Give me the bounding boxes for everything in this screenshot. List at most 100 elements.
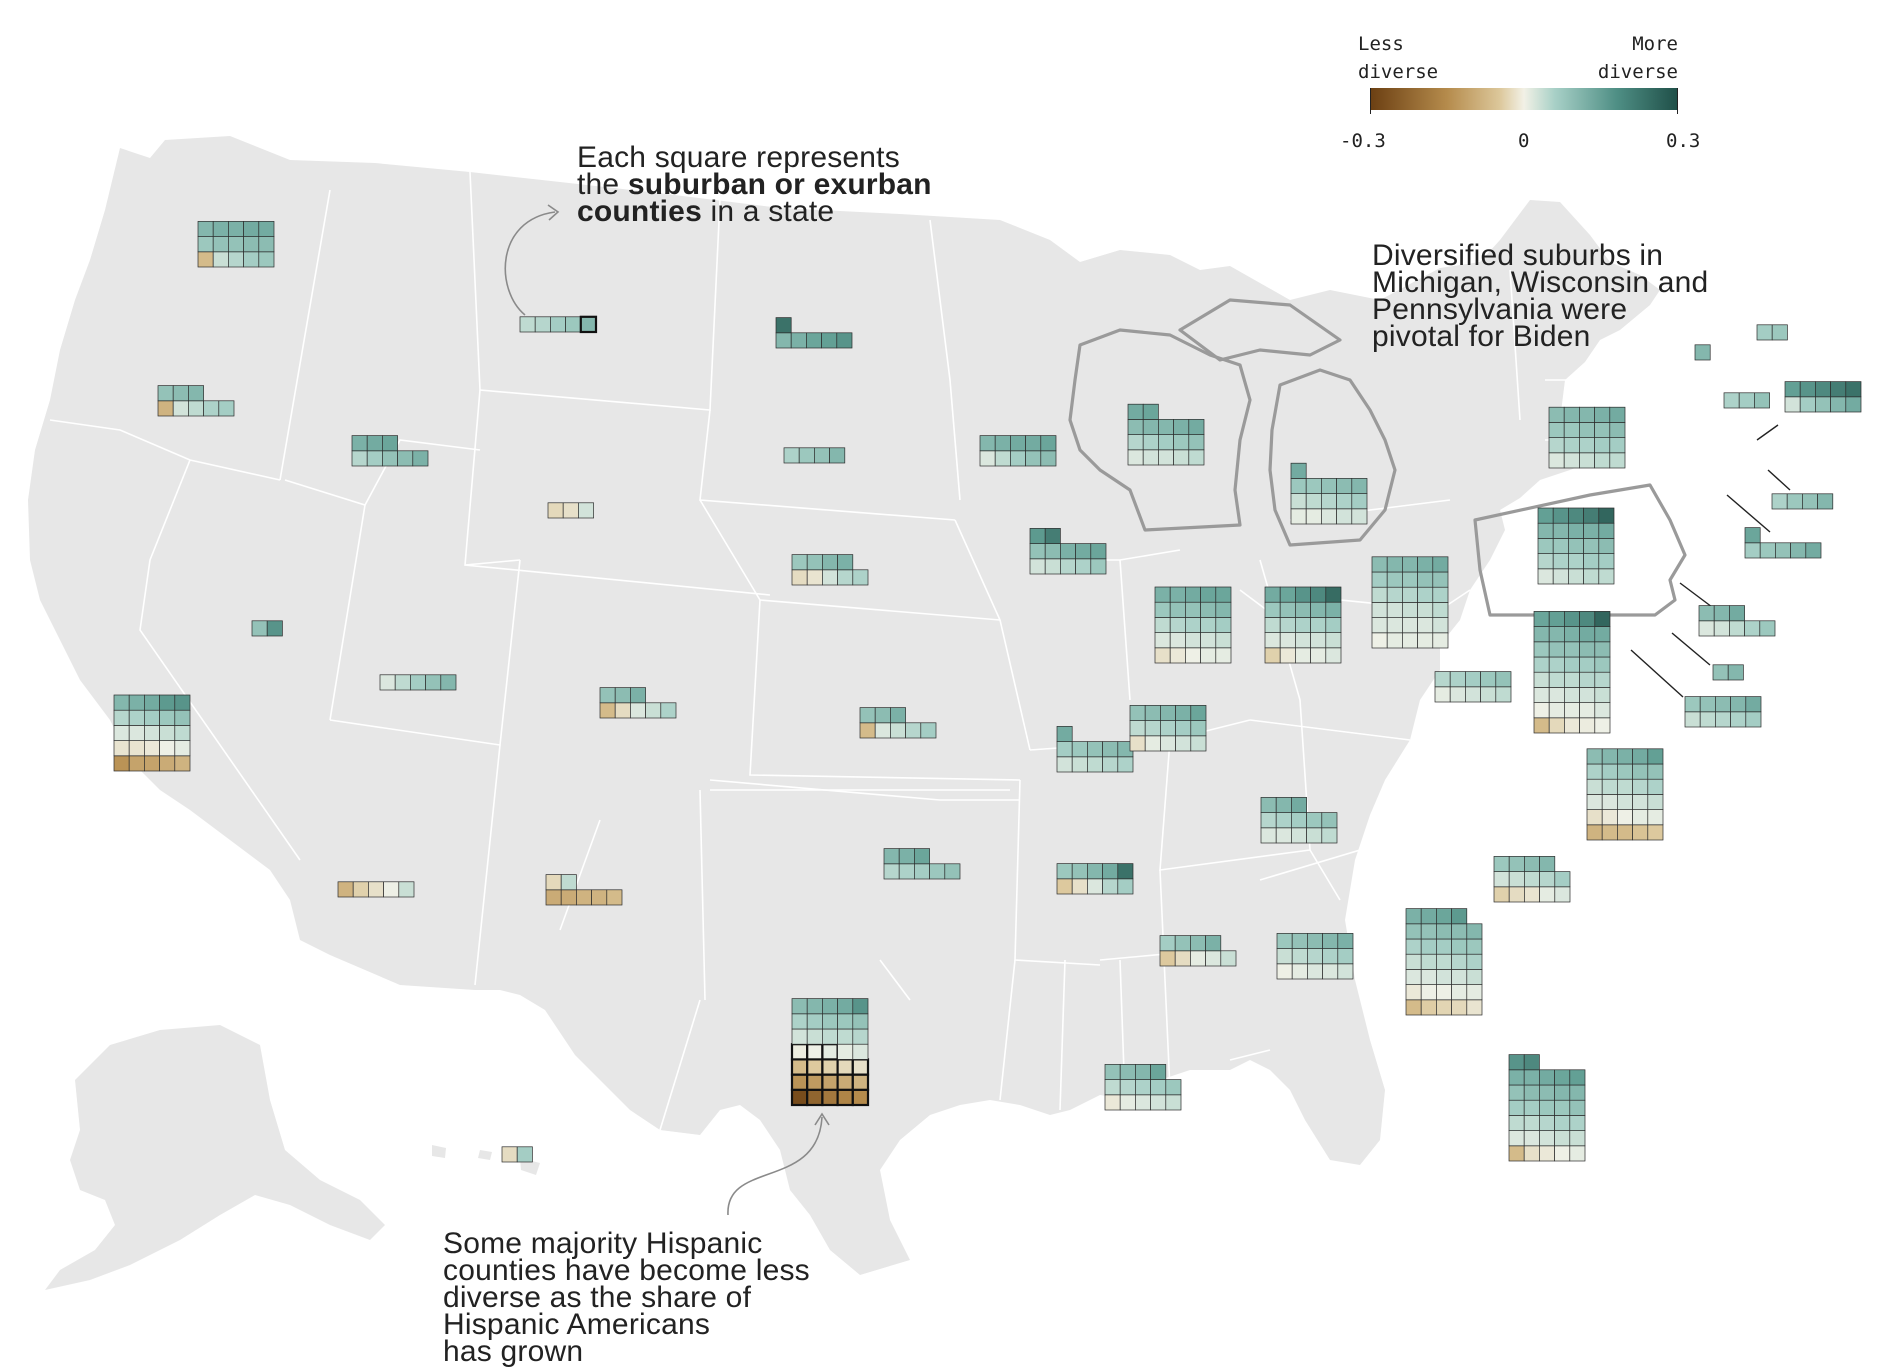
county-cell — [258, 251, 275, 268]
county-cell — [1117, 756, 1134, 773]
highlight-pa — [1473, 483, 1687, 617]
county-cell — [228, 221, 244, 237]
county-cell — [1029, 528, 1046, 544]
county-cell — [1190, 720, 1207, 737]
tile-group-fl — [1508, 1054, 1586, 1162]
county-cell — [1508, 886, 1525, 903]
county-cell — [898, 848, 915, 865]
county-cell — [1200, 632, 1217, 649]
county-cell — [1040, 435, 1057, 452]
county-cell — [1564, 702, 1580, 719]
county-cell — [1135, 1064, 1151, 1080]
county-cell — [1568, 507, 1584, 524]
county-cell — [1617, 763, 1633, 780]
county-cell — [1279, 632, 1296, 649]
tile-group-ok — [883, 848, 961, 880]
county-cell — [1322, 963, 1339, 980]
county-cell — [1533, 671, 1550, 688]
county-cell — [1537, 507, 1554, 524]
legend-low-label-line1: Less — [1358, 33, 1404, 55]
tile-group-me — [1784, 381, 1862, 413]
county-cell — [898, 863, 915, 880]
county-cell — [1160, 705, 1176, 721]
county-cell — [1548, 626, 1565, 643]
county-cell — [1524, 856, 1540, 872]
county-cell — [1160, 720, 1176, 737]
county-cell — [1200, 601, 1217, 618]
county-cell — [1436, 984, 1452, 1001]
county-cell — [1465, 671, 1481, 688]
county-cell — [1291, 812, 1307, 829]
county-cell — [1306, 812, 1323, 829]
county-cell — [1609, 422, 1626, 438]
county-cell — [645, 702, 662, 719]
tile-group-tn — [1129, 705, 1207, 752]
county-cell — [1436, 923, 1452, 940]
county-cell — [790, 1088, 809, 1107]
tile-group-oh — [1371, 556, 1449, 649]
county-cell — [837, 554, 854, 571]
tile-group-ma — [1723, 392, 1770, 409]
county-cell — [1056, 878, 1073, 895]
county-cell — [1175, 735, 1192, 752]
tile-group-nv — [251, 620, 283, 637]
county-cell — [1775, 542, 1791, 559]
county-cell — [1090, 558, 1107, 575]
county-cell — [1594, 626, 1611, 643]
county-cell — [1713, 605, 1730, 622]
county-cell — [1539, 871, 1556, 888]
county-cell — [1436, 938, 1452, 955]
county-cell — [1493, 871, 1510, 888]
county-cell — [1307, 948, 1323, 965]
county-cell — [836, 1088, 854, 1107]
county-cell — [382, 435, 398, 452]
state-border — [929, 219, 961, 501]
county-cell — [1632, 763, 1649, 780]
county-cell — [1260, 812, 1277, 829]
county-cell — [1759, 620, 1776, 637]
county-cell — [1554, 1099, 1571, 1116]
county-cell — [1594, 422, 1611, 438]
county-cell — [1548, 656, 1565, 673]
county-cell — [1307, 933, 1323, 949]
county-cell — [144, 709, 160, 726]
county-cell — [1564, 656, 1580, 673]
county-cell — [1729, 605, 1745, 622]
county-cell — [128, 725, 145, 741]
county-cell — [1436, 999, 1452, 1016]
state-border — [1259, 799, 1411, 881]
county-cell — [914, 848, 930, 865]
county-cell — [1264, 586, 1281, 603]
county-cell — [545, 889, 562, 906]
county-cell — [1715, 696, 1731, 713]
tile-group-ia — [1029, 528, 1107, 575]
county-cell — [791, 554, 808, 571]
county-cell — [1579, 717, 1596, 734]
county-cell — [113, 709, 130, 726]
county-cell — [212, 221, 229, 237]
county-cell — [1601, 778, 1618, 795]
county-cell — [1205, 935, 1222, 952]
county-cell — [1480, 686, 1497, 703]
county-cell — [197, 221, 214, 237]
county-cell — [565, 316, 582, 333]
county-cell — [1617, 794, 1633, 810]
county-cell — [1215, 617, 1232, 633]
county-cell — [1569, 1130, 1586, 1147]
county-cell — [1188, 434, 1205, 451]
county-cell — [1276, 948, 1293, 965]
county-cell — [1291, 797, 1307, 813]
county-cell — [1563, 437, 1580, 454]
county-cell — [1173, 449, 1190, 466]
county-cell — [1135, 1094, 1151, 1111]
county-cell — [1205, 950, 1222, 967]
county-cell — [1405, 923, 1422, 940]
leader-line — [1671, 632, 1711, 666]
county-cell — [1185, 632, 1201, 649]
leader-line — [1767, 469, 1791, 491]
tile-group-nc — [1586, 748, 1664, 841]
county-cell — [1744, 542, 1761, 559]
hispanic-annotation-line4: Hispanic Americans — [443, 1308, 711, 1341]
county-cell — [1071, 878, 1088, 895]
county-cell — [806, 1043, 824, 1061]
